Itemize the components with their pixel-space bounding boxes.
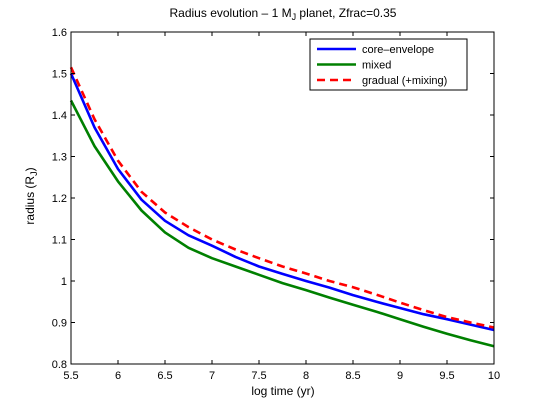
legend-label-1: core–envelope xyxy=(362,44,434,56)
x-tick-label: 7.5 xyxy=(251,370,266,382)
x-tick-label: 7 xyxy=(209,370,215,382)
y-tick-label: 1.1 xyxy=(52,235,67,247)
x-tick-label: 6 xyxy=(115,370,121,382)
legend-label-3: gradual (+mixing) xyxy=(362,75,447,87)
x-tick-label: 8 xyxy=(303,370,309,382)
y-tick-label: 1 xyxy=(61,276,67,288)
x-tick-label: 5.5 xyxy=(63,370,78,382)
series-line-3 xyxy=(69,66,495,329)
y-tick-label: 0.9 xyxy=(52,318,67,330)
x-axis-label: log time (yr) xyxy=(251,384,314,398)
y-axis-label: radius (RJ) xyxy=(23,167,39,224)
x-tick-label: 6.5 xyxy=(157,370,172,382)
y-tick-label: 1.6 xyxy=(52,27,67,39)
y-tick-label: 0.8 xyxy=(52,359,67,371)
y-tick-label: 1.5 xyxy=(52,69,67,81)
series-line-2 xyxy=(69,99,495,348)
y-axis-label-subscript: J xyxy=(29,171,39,176)
series-line-1 xyxy=(69,72,495,332)
y-tick-label: 1.2 xyxy=(52,193,67,205)
legend-label-2: mixed xyxy=(362,60,391,72)
y-tick-label: 1.4 xyxy=(52,110,67,122)
x-tick-label: 10 xyxy=(488,370,500,382)
legend: core–envelope mixed gradual (+mixing) xyxy=(309,38,468,91)
y-tick-label: 1.3 xyxy=(52,152,67,164)
x-tick-label: 8.5 xyxy=(345,370,360,382)
chart-title: Radius evolution – 1 MJ planet, Zfrac=0.… xyxy=(170,6,397,22)
x-tick-label: 9 xyxy=(397,370,403,382)
chart-title-subscript: J xyxy=(292,12,297,22)
x-tick-label: 9.5 xyxy=(439,370,454,382)
